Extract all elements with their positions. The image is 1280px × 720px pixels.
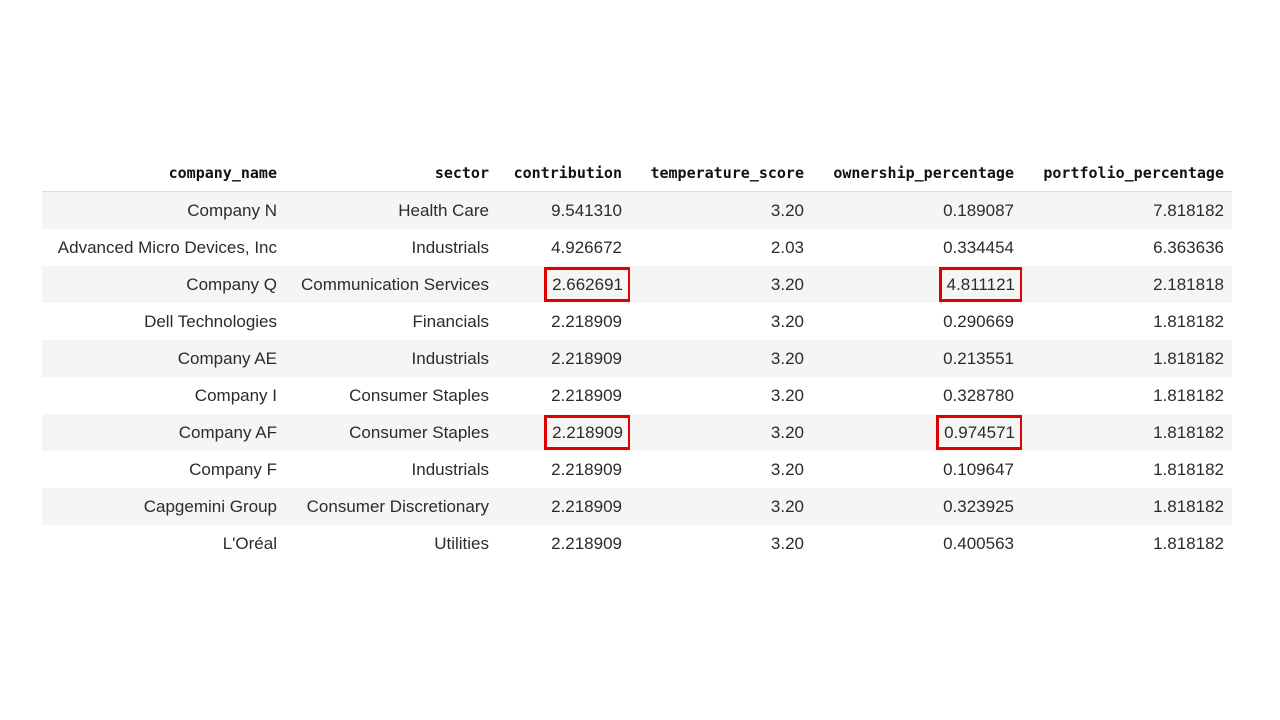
highlighted-value: 4.811121 [938, 267, 1023, 302]
cell-company-name: Company AE [42, 340, 285, 377]
cell-sector: Industrials [285, 229, 497, 266]
cell-sector: Industrials [285, 340, 497, 377]
cell-contribution: 2.218909 [497, 414, 631, 451]
column-header-company-name: company_name [42, 155, 285, 192]
cell-contribution: 2.218909 [497, 451, 630, 488]
cell-sector: Consumer Discretionary [285, 488, 497, 525]
cell-ownership-percentage: 0.109647 [812, 451, 1022, 488]
cell-company-name: Company Q [42, 266, 285, 303]
cell-temperature-score: 3.20 [630, 414, 812, 451]
cell-contribution: 2.662691 [497, 266, 631, 303]
cell-ownership-percentage: 0.323925 [812, 488, 1022, 525]
cell-temperature-score: 2.03 [630, 229, 812, 266]
cell-contribution: 9.541310 [497, 191, 630, 229]
cell-sector: Health Care [285, 191, 497, 229]
cell-temperature-score: 3.20 [630, 377, 812, 414]
cell-company-name: Capgemini Group [42, 488, 285, 525]
cell-contribution: 2.218909 [497, 303, 630, 340]
table-row: Advanced Micro Devices, Inc Industrials 4.… [42, 229, 1232, 266]
cell-portfolio-percentage: 1.818182 [1022, 377, 1232, 414]
highlighted-value: 2.662691 [544, 267, 631, 302]
table-body: Company N Health Care 9.541310 3.20 0.189087… [42, 191, 1232, 562]
table-row: Company I Consumer Staples 2.218909 3.20 0.3… [42, 377, 1232, 414]
cell-company-name: L'Oréal [42, 525, 285, 562]
table-row: L'Oréal Utilities 2.218909 3.20 0.400563 1.81… [42, 525, 1232, 562]
table-row: Company AF Consumer Staples 2.218909 3.20 0.… [42, 414, 1232, 451]
column-header-ownership-percentage: ownership_percentage [812, 155, 1022, 192]
table-row: Company N Health Care 9.541310 3.20 0.189087… [42, 191, 1232, 229]
cell-contribution: 2.218909 [497, 525, 630, 562]
cell-portfolio-percentage: 2.181818 [1022, 266, 1232, 303]
cell-contribution: 4.926672 [497, 229, 630, 266]
cell-sector: Industrials [285, 451, 497, 488]
cell-sector: Consumer Staples [285, 414, 497, 451]
table-row: Company F Industrials 2.218909 3.20 0.109647… [42, 451, 1232, 488]
table-row: Company AE Industrials 2.218909 3.20 0.21355… [42, 340, 1232, 377]
cell-sector: Consumer Staples [285, 377, 497, 414]
table-row: Dell Technologies Financials 2.218909 3.20 0… [42, 303, 1232, 340]
cell-portfolio-percentage: 1.818182 [1022, 340, 1232, 377]
cell-ownership-percentage: 0.334454 [812, 229, 1022, 266]
cell-ownership-percentage: 0.974571 [812, 414, 1023, 451]
header-row: company_name sector contribution tempera… [42, 155, 1232, 192]
cell-ownership-percentage: 0.328780 [812, 377, 1022, 414]
column-header-portfolio-percentage: portfolio_percentage [1022, 155, 1232, 192]
cell-contribution: 2.218909 [497, 488, 630, 525]
cell-sector: Communication Services [285, 266, 497, 303]
cell-ownership-percentage: 4.811121 [812, 266, 1023, 303]
cell-temperature-score: 3.20 [630, 266, 812, 303]
dataframe-container: company_name sector contribution tempera… [42, 155, 1232, 562]
dataframe-table: company_name sector contribution tempera… [42, 155, 1232, 562]
cell-temperature-score: 3.20 [630, 451, 812, 488]
cell-sector: Financials [285, 303, 497, 340]
cell-temperature-score: 3.20 [630, 191, 812, 229]
cell-portfolio-percentage: 1.818182 [1022, 414, 1232, 451]
table-row: Capgemini Group Consumer Discretionary 2.2… [42, 488, 1232, 525]
cell-portfolio-percentage: 1.818182 [1022, 488, 1232, 525]
cell-ownership-percentage: 0.189087 [812, 191, 1022, 229]
cell-contribution: 2.218909 [497, 377, 630, 414]
cell-company-name: Company F [42, 451, 285, 488]
column-header-contribution: contribution [497, 155, 630, 192]
cell-company-name: Company AF [42, 414, 285, 451]
cell-ownership-percentage: 0.400563 [812, 525, 1022, 562]
cell-ownership-percentage: 0.213551 [812, 340, 1022, 377]
highlighted-value: 0.974571 [936, 415, 1023, 450]
cell-company-name: Company I [42, 377, 285, 414]
cell-contribution: 2.218909 [497, 340, 630, 377]
cell-company-name: Dell Technologies [42, 303, 285, 340]
cell-ownership-percentage: 0.290669 [812, 303, 1022, 340]
column-header-sector: sector [285, 155, 497, 192]
cell-portfolio-percentage: 1.818182 [1022, 303, 1232, 340]
table-header: company_name sector contribution tempera… [42, 155, 1232, 192]
cell-portfolio-percentage: 7.818182 [1022, 191, 1232, 229]
cell-temperature-score: 3.20 [630, 303, 812, 340]
table-row: Company Q Communication Services 2.662691 3… [42, 266, 1232, 303]
column-header-temperature-score: temperature_score [630, 155, 812, 192]
cell-temperature-score: 3.20 [630, 340, 812, 377]
cell-temperature-score: 3.20 [630, 525, 812, 562]
cell-temperature-score: 3.20 [630, 488, 812, 525]
cell-company-name: Company N [42, 191, 285, 229]
cell-portfolio-percentage: 1.818182 [1022, 451, 1232, 488]
cell-sector: Utilities [285, 525, 497, 562]
highlighted-value: 2.218909 [544, 415, 631, 450]
cell-company-name: Advanced Micro Devices, Inc [42, 229, 285, 266]
cell-portfolio-percentage: 6.363636 [1022, 229, 1232, 266]
cell-portfolio-percentage: 1.818182 [1022, 525, 1232, 562]
